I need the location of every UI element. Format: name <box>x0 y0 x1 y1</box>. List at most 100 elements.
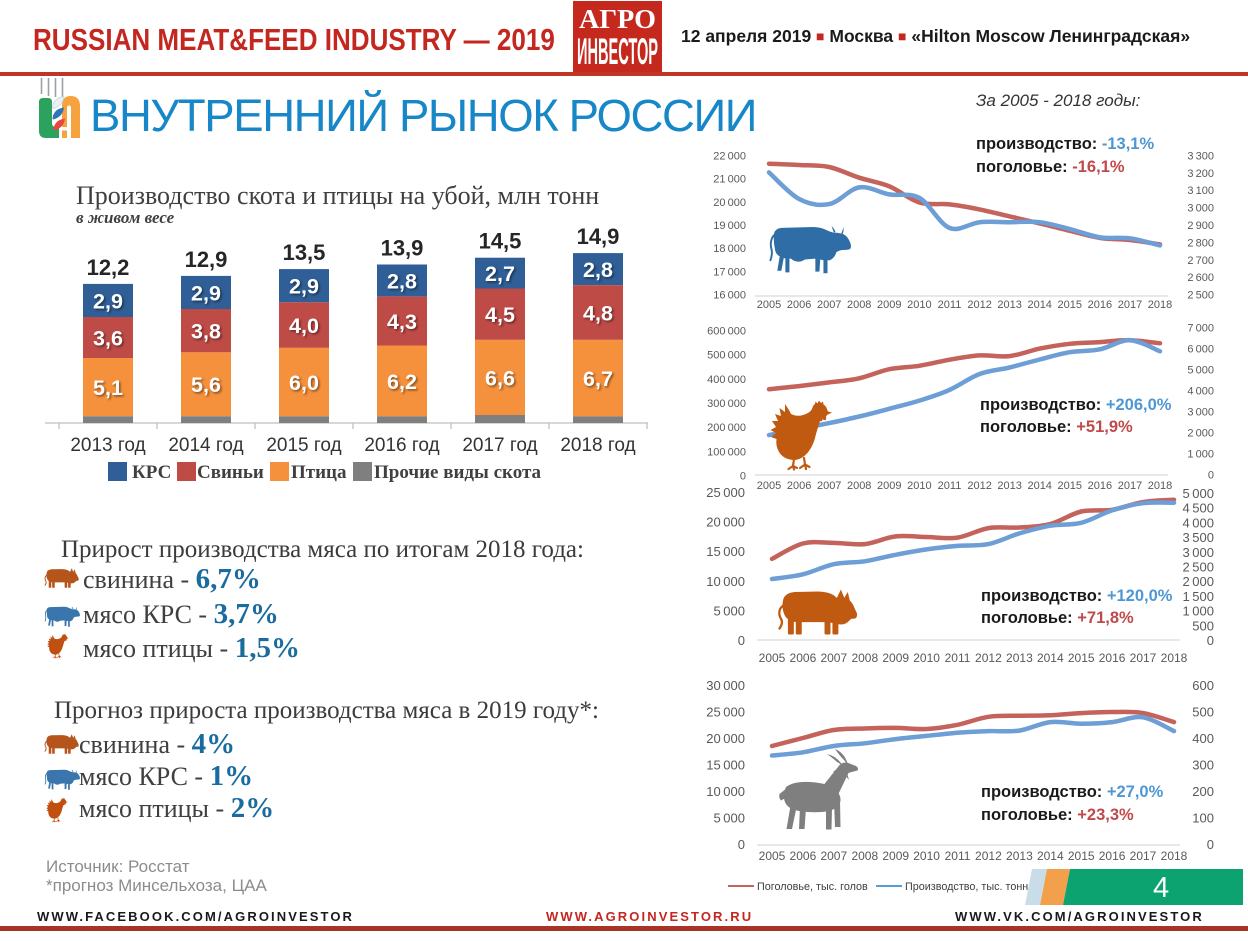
svg-text:10 000: 10 000 <box>706 784 745 799</box>
svg-text:2016: 2016 <box>1099 651 1126 665</box>
svg-text:0: 0 <box>1208 470 1214 482</box>
svg-text:2010: 2010 <box>907 299 931 311</box>
svg-text:2014: 2014 <box>1027 299 1051 311</box>
svg-text:2014: 2014 <box>1037 849 1064 863</box>
svg-text:0: 0 <box>1207 633 1214 648</box>
svg-text:2005: 2005 <box>757 299 781 311</box>
svg-text:2006: 2006 <box>790 651 817 665</box>
svg-text:3,8: 3,8 <box>191 320 221 344</box>
svg-text:22 000: 22 000 <box>713 151 746 163</box>
svg-text:2012: 2012 <box>967 480 991 492</box>
svg-text:2018: 2018 <box>1161 849 1188 863</box>
svg-text:2008: 2008 <box>847 299 871 311</box>
svg-text:2012: 2012 <box>975 849 1002 863</box>
svg-text:2015: 2015 <box>1058 299 1082 311</box>
svg-text:3 000: 3 000 <box>1187 407 1214 419</box>
svg-text:2013: 2013 <box>1006 849 1033 863</box>
svg-text:4 500: 4 500 <box>1182 501 1214 516</box>
svg-text:18 000: 18 000 <box>713 243 746 255</box>
svg-text:2005: 2005 <box>757 480 781 492</box>
svg-text:Прочие виды скота: Прочие виды скота <box>374 462 542 483</box>
svg-text:2007: 2007 <box>820 849 847 863</box>
svg-text:3 100: 3 100 <box>1187 185 1214 197</box>
svg-text:ИНВЕСТОР: ИНВЕСТОР <box>577 31 658 72</box>
svg-text:2014: 2014 <box>1027 480 1051 492</box>
svg-text:3 200: 3 200 <box>1187 168 1214 180</box>
svg-text:2 000: 2 000 <box>1182 574 1214 589</box>
svg-text:4,8: 4,8 <box>583 301 613 325</box>
svg-text:2013: 2013 <box>997 480 1021 492</box>
svg-text:поголовье: +51,9%: поголовье: +51,9% <box>980 418 1133 436</box>
svg-text:14,5: 14,5 <box>479 229 522 254</box>
svg-text:2007: 2007 <box>820 651 847 665</box>
svg-text:5 000: 5 000 <box>1187 365 1214 377</box>
svg-text:КРС: КРС <box>132 462 171 483</box>
svg-text:поголовье: +23,3%: поголовье: +23,3% <box>981 806 1134 824</box>
svg-text:поголовье: -16,1%: поголовье: -16,1% <box>976 158 1125 176</box>
svg-text:2018: 2018 <box>1148 480 1172 492</box>
svg-text:20 000: 20 000 <box>706 515 745 530</box>
svg-text:2016: 2016 <box>1088 299 1112 311</box>
svg-text:2015 год: 2015 год <box>266 435 341 456</box>
svg-text:13,9: 13,9 <box>381 236 424 261</box>
svg-text:4,5: 4,5 <box>485 303 515 327</box>
svg-text:Поголовье, тыс. голов: Поголовье, тыс. голов <box>757 881 868 893</box>
svg-text:600: 600 <box>1192 678 1214 693</box>
svg-text:6 000: 6 000 <box>1187 344 1214 356</box>
svg-text:300 000: 300 000 <box>707 398 746 410</box>
svg-text:6,0: 6,0 <box>289 371 319 395</box>
svg-text:производство: +27,0%: производство: +27,0% <box>981 783 1164 801</box>
svg-text:2008: 2008 <box>851 849 878 863</box>
svg-text:2 800: 2 800 <box>1187 237 1214 249</box>
svg-text:12,9: 12,9 <box>185 247 228 272</box>
svg-text:17 000: 17 000 <box>713 266 746 278</box>
svg-text:13,5: 13,5 <box>283 240 326 265</box>
svg-text:2009: 2009 <box>882 651 909 665</box>
svg-text:5 000: 5 000 <box>713 603 745 618</box>
svg-text:2,8: 2,8 <box>387 270 417 294</box>
svg-text:2006: 2006 <box>787 299 811 311</box>
svg-text:6,2: 6,2 <box>387 370 417 394</box>
svg-text:4 000: 4 000 <box>1182 515 1214 530</box>
svg-text:4 000: 4 000 <box>1187 386 1214 398</box>
svg-text:производство: +206,0%: производство: +206,0% <box>980 396 1172 414</box>
svg-text:2009: 2009 <box>877 480 901 492</box>
svg-text:2016: 2016 <box>1088 480 1112 492</box>
svg-text:2017 год: 2017 год <box>462 435 537 456</box>
svg-text:2014 год: 2014 год <box>168 435 243 456</box>
svg-text:300: 300 <box>1192 758 1214 773</box>
svg-text:2016: 2016 <box>1099 849 1126 863</box>
svg-text:200 000: 200 000 <box>707 422 746 434</box>
svg-text:15 000: 15 000 <box>706 544 745 559</box>
svg-text:2011: 2011 <box>945 849 971 863</box>
svg-text:поголовье: +71,8%: поголовье: +71,8% <box>981 609 1134 627</box>
svg-text:Птица: Птица <box>291 462 347 483</box>
svg-text:16 000: 16 000 <box>713 290 746 302</box>
svg-text:3 500: 3 500 <box>1182 530 1214 545</box>
svg-text:2016 год: 2016 год <box>364 435 439 456</box>
svg-text:2011: 2011 <box>938 480 962 492</box>
svg-text:2013 год: 2013 год <box>70 435 145 456</box>
svg-text:2 500: 2 500 <box>1187 290 1214 302</box>
svg-text:производство: -13,1%: производство: -13,1% <box>976 135 1154 153</box>
svg-text:2018: 2018 <box>1161 651 1188 665</box>
svg-text:2009: 2009 <box>877 299 901 311</box>
svg-text:21 000: 21 000 <box>713 174 746 186</box>
svg-text:2005: 2005 <box>759 651 786 665</box>
svg-text:2013: 2013 <box>1006 651 1033 665</box>
svg-text:14,9: 14,9 <box>577 224 620 249</box>
svg-text:7 000: 7 000 <box>1187 323 1214 335</box>
svg-text:2 500: 2 500 <box>1182 560 1214 575</box>
svg-text:2007: 2007 <box>817 480 841 492</box>
svg-text:2 900: 2 900 <box>1187 220 1214 232</box>
svg-text:Производство, тыс. тонн: Производство, тыс. тонн <box>905 881 1028 893</box>
svg-text:2,7: 2,7 <box>485 262 515 286</box>
svg-text:2015: 2015 <box>1058 480 1082 492</box>
svg-text:2005: 2005 <box>759 849 786 863</box>
svg-text:10 000: 10 000 <box>706 574 745 589</box>
svg-text:20 000: 20 000 <box>713 197 746 209</box>
svg-text:производство: +120,0%: производство: +120,0% <box>981 587 1173 605</box>
svg-text:2017: 2017 <box>1118 299 1142 311</box>
svg-text:2,8: 2,8 <box>583 258 613 282</box>
svg-text:6,6: 6,6 <box>485 366 515 390</box>
